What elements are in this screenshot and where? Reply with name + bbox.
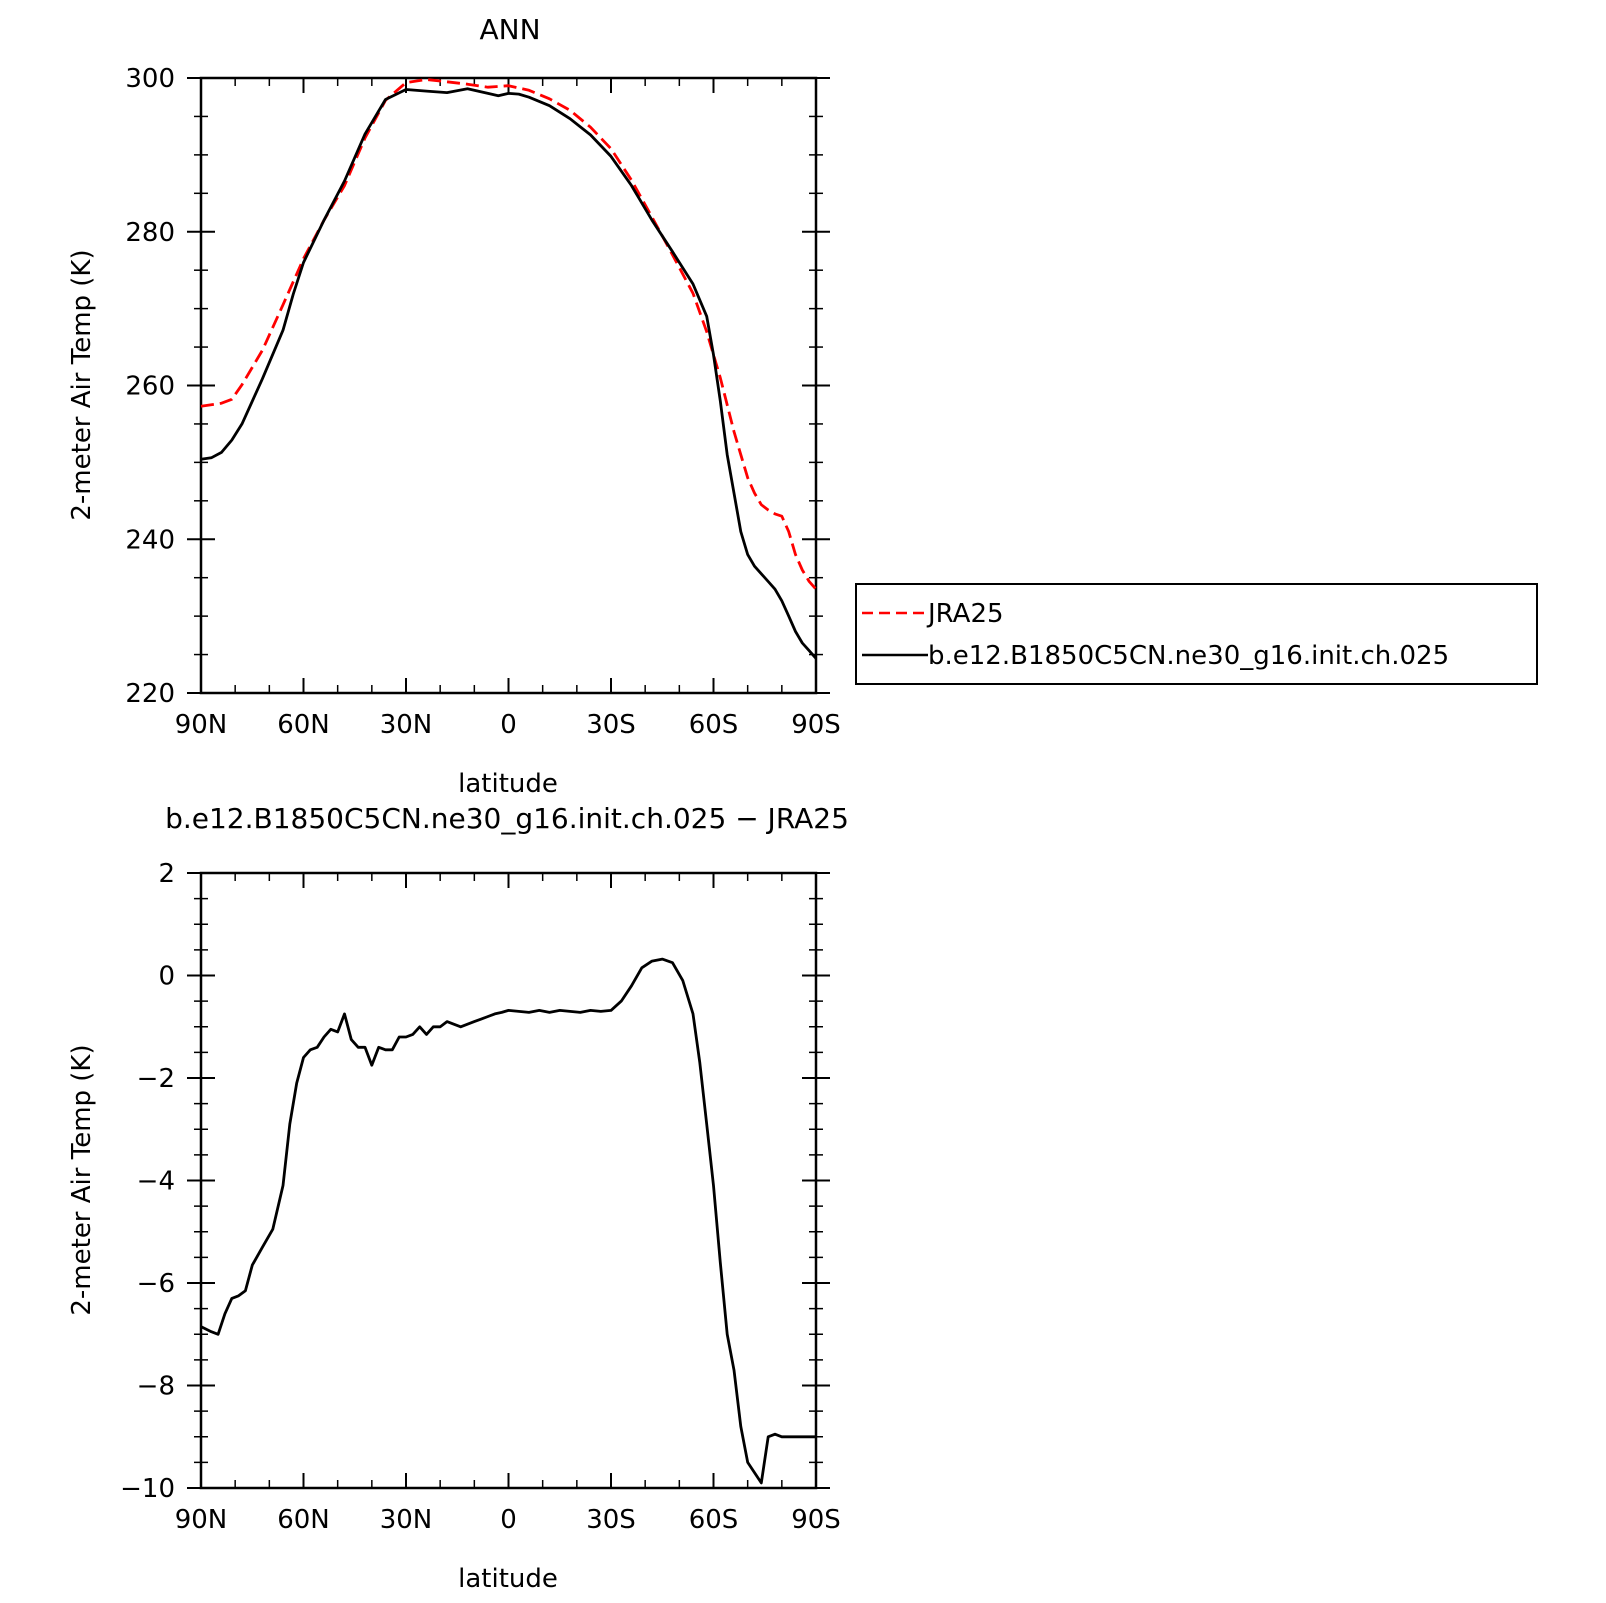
bottom-series-layer (200, 957, 816, 1485)
x-tick-label: 30S (586, 710, 636, 740)
x-tick-label: 60N (277, 710, 330, 740)
series-line-0-1 (200, 87, 818, 660)
x-tick-label: 30N (380, 1505, 433, 1535)
y-tick-label: 2 (158, 859, 175, 889)
bottom-x-axis-label: latitude (458, 1564, 558, 1594)
x-tick-label: 60S (689, 1505, 739, 1535)
y-tick-label: −2 (137, 1064, 175, 1094)
y-tick-label: 300 (125, 64, 175, 94)
bottom-chart-title: b.e12.B1850C5CN.ne30_g16.init.ch.025 − J… (165, 802, 849, 835)
bottom-chart: b.e12.B1850C5CN.ne30_g16.init.ch.025 − J… (67, 802, 849, 1594)
x-tick-label: 0 (500, 1505, 517, 1535)
y-tick-label: −10 (120, 1474, 175, 1504)
legend-box (855, 583, 1538, 685)
top-series-layer (200, 78, 818, 660)
x-tick-label: 30S (586, 1505, 636, 1535)
legend-label-model: b.e12.B1850C5CN.ne30_g16.init.ch.025 (928, 641, 1449, 671)
top-chart-title: ANN (479, 13, 540, 46)
y-tick-label: −4 (137, 1167, 175, 1197)
x-tick-label: 0 (500, 710, 517, 740)
y-tick-label: 0 (158, 962, 175, 992)
top-plot-frame (199, 76, 818, 695)
top-chart: ANN 90N 60N 30N 0 30S 60S 90S 220 240 260 280 300 l… (67, 13, 841, 799)
y-tick-label: 240 (125, 525, 175, 555)
bottom-plot-frame (199, 871, 818, 1490)
top-legend: JRA25 b.e12.B1850C5CN.ne30_g16.init.ch.0… (855, 583, 1538, 685)
x-tick-label: 60S (689, 710, 739, 740)
top-x-axis-label: latitude (458, 769, 558, 799)
x-tick-label: 90N (175, 710, 228, 740)
x-tick-label: 90S (791, 1505, 841, 1535)
y-tick-label: −8 (137, 1372, 175, 1402)
y-tick-label: 220 (125, 679, 175, 709)
series-line-1-0 (200, 957, 816, 1485)
y-tick-label: −6 (137, 1269, 175, 1299)
series-line-0-0 (200, 78, 818, 591)
legend-label-jra25: JRA25 (926, 599, 1004, 629)
x-tick-label: 90N (175, 1505, 228, 1535)
bottom-axis-ticks: 90N 60N 30N 0 30S 60S 90S −10 −8 −6 −4 −2 0 2 (120, 859, 841, 1535)
top-axis-ticks: 90N 60N 30N 0 30S 60S 90S 220 240 260 280 300 (125, 64, 840, 740)
top-y-axis-label: 2-meter Air Temp (K) (67, 249, 97, 520)
y-tick-label: 260 (125, 372, 175, 402)
x-tick-label: 90S (791, 710, 841, 740)
x-tick-label: 60N (277, 1505, 330, 1535)
y-tick-label: 280 (125, 218, 175, 248)
bottom-y-axis-label: 2-meter Air Temp (K) (67, 1044, 97, 1315)
x-tick-label: 30N (380, 710, 433, 740)
